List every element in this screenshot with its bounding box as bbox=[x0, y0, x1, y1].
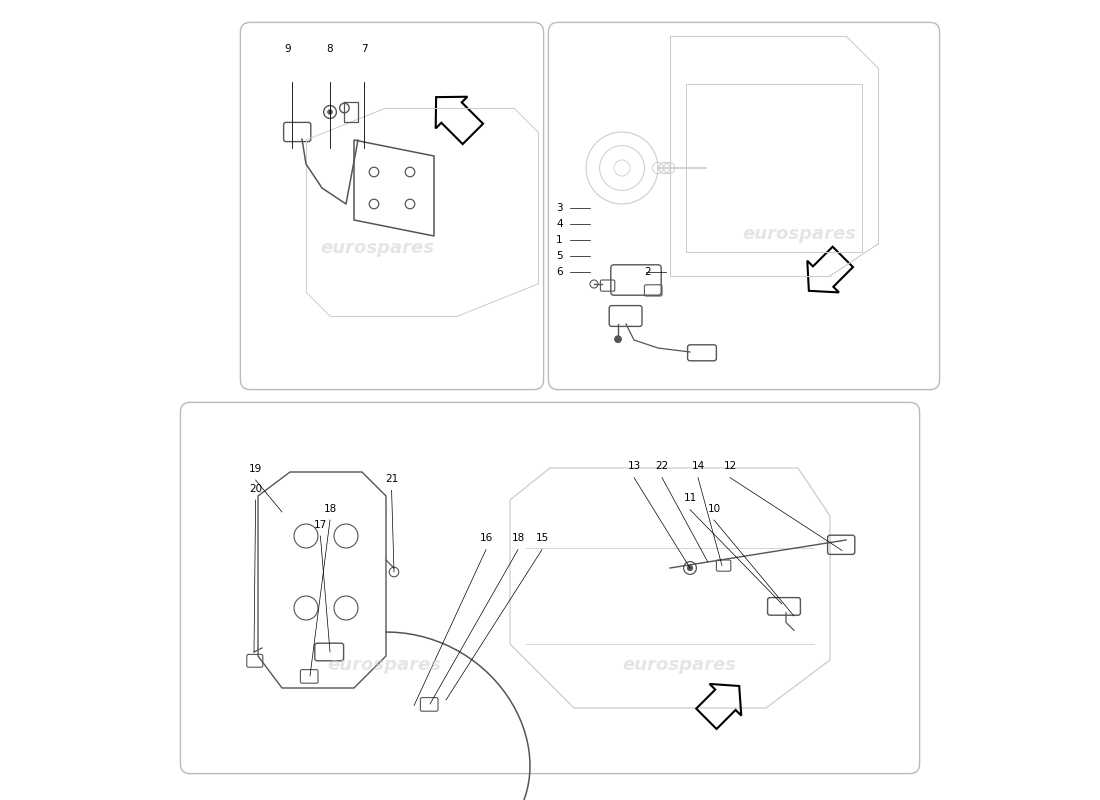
Text: 15: 15 bbox=[536, 533, 549, 543]
Circle shape bbox=[615, 336, 622, 342]
Text: 10: 10 bbox=[707, 504, 721, 514]
Text: 8: 8 bbox=[327, 43, 333, 54]
Text: eurospares: eurospares bbox=[742, 225, 857, 243]
Text: 4: 4 bbox=[557, 219, 563, 229]
FancyBboxPatch shape bbox=[180, 402, 920, 774]
Text: 6: 6 bbox=[557, 267, 563, 277]
Text: 14: 14 bbox=[692, 461, 705, 471]
Text: 3: 3 bbox=[557, 203, 563, 213]
Circle shape bbox=[328, 110, 332, 114]
Text: 21: 21 bbox=[385, 474, 398, 484]
FancyBboxPatch shape bbox=[549, 22, 939, 390]
Text: eurospares: eurospares bbox=[623, 657, 737, 674]
Text: 18: 18 bbox=[512, 533, 525, 543]
Text: 9: 9 bbox=[284, 43, 290, 54]
Text: 1: 1 bbox=[557, 235, 563, 245]
Text: 17: 17 bbox=[314, 520, 327, 530]
Text: eurospares: eurospares bbox=[328, 657, 441, 674]
Text: 13: 13 bbox=[627, 461, 640, 471]
Text: eurospares: eurospares bbox=[321, 238, 434, 257]
Text: 5: 5 bbox=[557, 251, 563, 261]
Text: 12: 12 bbox=[724, 461, 737, 471]
Text: 16: 16 bbox=[480, 533, 493, 543]
Text: 11: 11 bbox=[683, 493, 696, 503]
Text: 19: 19 bbox=[249, 464, 262, 474]
Text: 20: 20 bbox=[249, 483, 262, 494]
Text: 7: 7 bbox=[361, 43, 367, 54]
Circle shape bbox=[688, 566, 692, 570]
Text: 22: 22 bbox=[656, 461, 669, 471]
Text: 18: 18 bbox=[323, 504, 337, 514]
FancyBboxPatch shape bbox=[241, 22, 543, 390]
Text: 2: 2 bbox=[645, 267, 651, 277]
